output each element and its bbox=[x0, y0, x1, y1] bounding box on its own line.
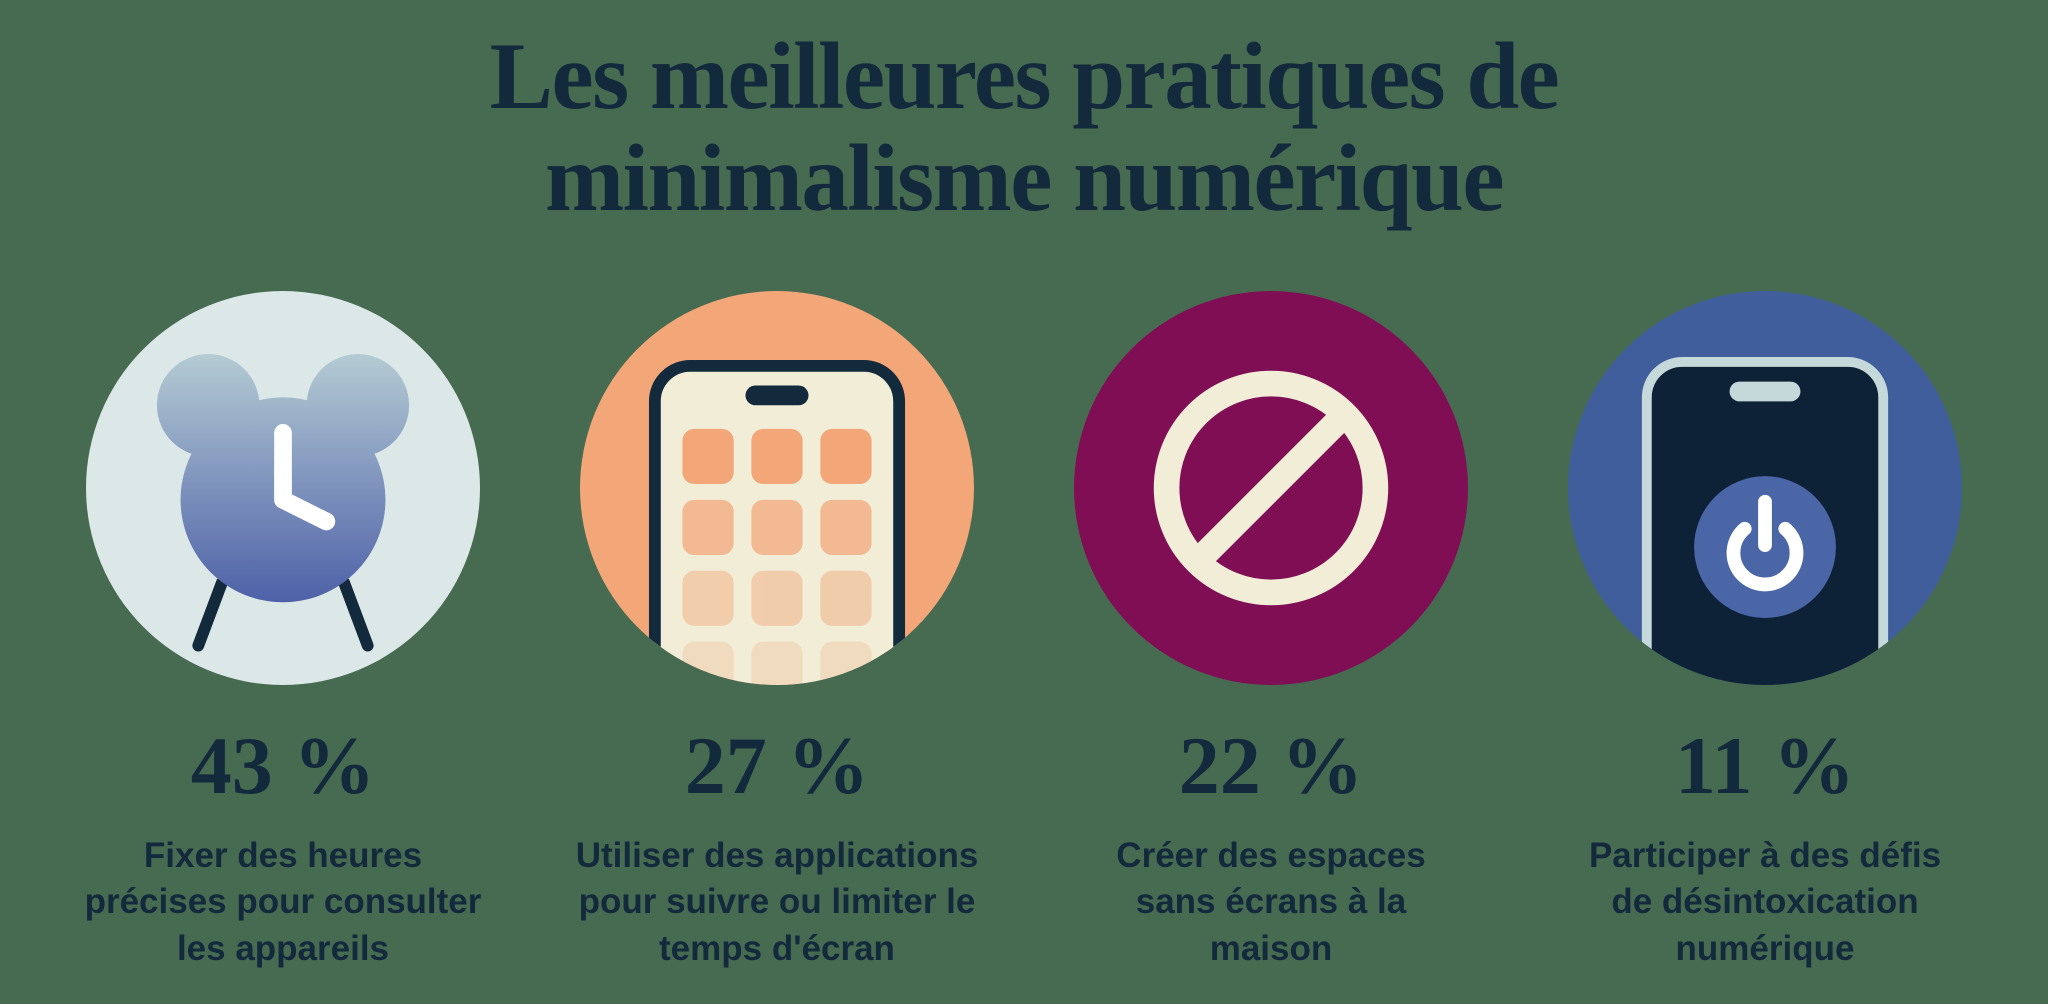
phone-power-icon bbox=[1568, 291, 1962, 686]
card-detox-challenge: 11 % Participer à des défis de désintoxi… bbox=[1518, 291, 2012, 972]
card-fixed-hours: 43 % Fixer des heures précises pour cons… bbox=[36, 291, 530, 972]
percent-value: 11 % bbox=[1675, 720, 1855, 812]
percent-value: 22 % bbox=[1178, 720, 1364, 812]
cards-row: 43 % Fixer des heures précises pour cons… bbox=[0, 291, 2048, 972]
alarm-clock-icon bbox=[86, 291, 480, 686]
card-caption: Créer des espaces sans écrans à la maiso… bbox=[1116, 836, 1426, 968]
card-apps-limit: 27 % Utiliser des applications pour suiv… bbox=[530, 291, 1024, 972]
card-caption: Participer à des défis de désintoxicatio… bbox=[1588, 836, 1942, 968]
phone-apps-icon bbox=[580, 291, 974, 686]
percent-value: 27 % bbox=[684, 720, 870, 812]
card-caption: Fixer des heures précises pour consulter… bbox=[84, 836, 482, 968]
percent-value: 43 % bbox=[190, 720, 376, 812]
card-no-screens: 22 % Créer des espaces sans écrans à la … bbox=[1024, 291, 1518, 972]
card-caption: Utiliser des applications pour suivre ou… bbox=[575, 836, 979, 968]
no-screens-icon bbox=[1074, 291, 1468, 686]
page-title: Les meilleures pratiques de minimalisme … bbox=[489, 23, 1560, 231]
